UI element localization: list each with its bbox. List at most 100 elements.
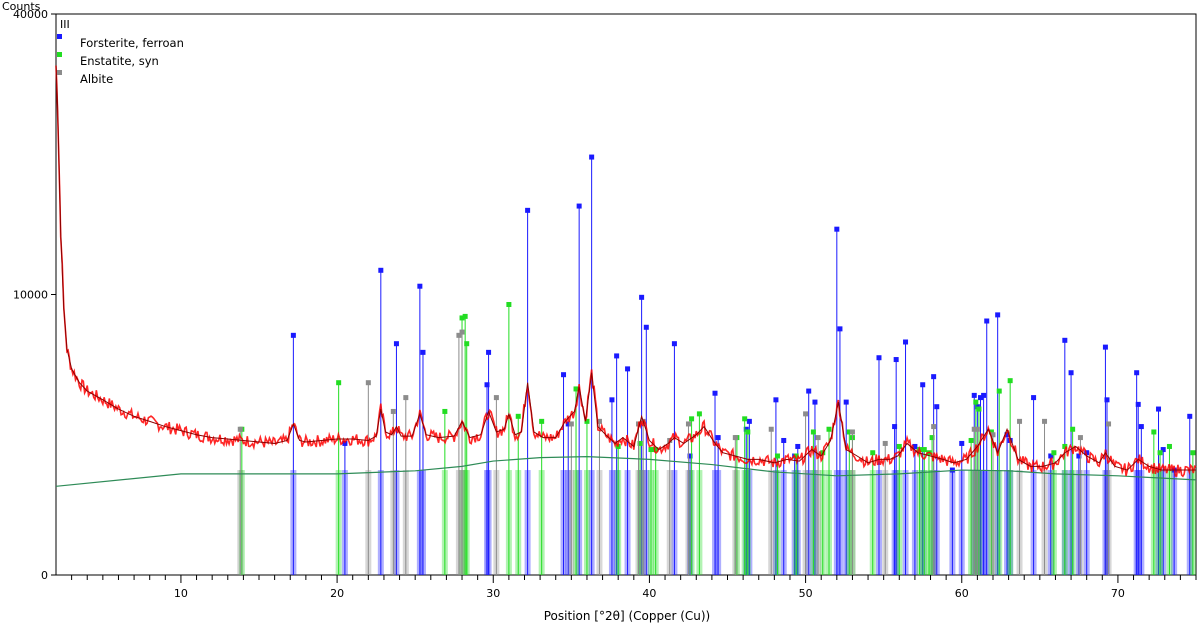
reference-marker — [1156, 406, 1162, 412]
reference-base-bar — [1135, 470, 1142, 575]
background-line — [55, 456, 1197, 487]
reference-marker — [912, 443, 918, 449]
reference-marker — [774, 453, 780, 459]
reference-base-bar — [746, 470, 753, 575]
reference-marker — [696, 411, 702, 417]
reference-marker — [781, 437, 787, 443]
reference-base-bar — [1016, 470, 1023, 575]
reference-marker — [1004, 432, 1010, 438]
reference-base-bar — [972, 470, 979, 575]
reference-marker — [393, 341, 399, 347]
reference-marker — [826, 426, 832, 432]
reference-base-bar — [1030, 470, 1037, 575]
reference-marker — [974, 426, 980, 432]
reference-marker — [561, 372, 567, 378]
reference-marker — [746, 418, 752, 424]
reference-marker — [846, 429, 852, 435]
y-tick-label: 0 — [41, 569, 48, 582]
legend-label: Forsterite, ferroan — [80, 36, 184, 50]
reference-series-0 — [290, 154, 1193, 575]
reference-marker — [743, 426, 749, 432]
reference-base-bar — [925, 470, 932, 575]
reference-base-bar — [493, 470, 500, 575]
reference-marker — [882, 440, 888, 446]
legend: III Forsterite, ferroan Enstatite, syn Albi… — [57, 18, 184, 86]
reference-base-bar — [919, 470, 926, 575]
reference-base-bar — [833, 470, 840, 575]
reference-base-bar — [688, 470, 695, 575]
reference-marker — [1077, 435, 1083, 441]
reference-base-bar — [341, 470, 348, 575]
reference-marker — [981, 392, 987, 398]
reference-marker — [745, 429, 751, 435]
reference-marker — [525, 207, 531, 213]
reference-marker — [1190, 450, 1196, 456]
reference-base-bar — [576, 470, 583, 575]
reference-marker — [637, 440, 643, 446]
reference-base-bar — [930, 470, 937, 575]
reference-base-bar — [1160, 470, 1167, 575]
reference-marker — [625, 366, 631, 372]
reference-marker — [931, 424, 937, 430]
reference-base-bar — [1077, 470, 1084, 575]
reference-marker — [403, 395, 409, 401]
reference-marker — [1166, 443, 1172, 449]
reference-base-bar — [583, 470, 590, 575]
reference-base-bar — [741, 470, 748, 575]
reference-base-bar — [849, 470, 856, 575]
reference-base-bar — [815, 470, 822, 575]
reference-base-bar — [335, 470, 342, 575]
reference-base-bar — [988, 470, 995, 575]
reference-base-bar — [968, 470, 975, 575]
reference-marker — [596, 418, 602, 424]
reference-base-bar — [696, 470, 703, 575]
reference-base-bar — [902, 470, 909, 575]
reference-marker — [903, 339, 909, 345]
reference-base-bar — [643, 470, 650, 575]
reference-marker — [1070, 426, 1076, 432]
y-axis-label: Counts — [2, 0, 41, 13]
reference-marker — [968, 437, 974, 443]
reference-marker — [876, 355, 882, 361]
reference-marker — [1138, 424, 1144, 430]
reference-base-bar — [826, 470, 833, 575]
reference-base-bar — [515, 470, 522, 575]
reference-marker — [464, 341, 470, 347]
reference-base-bar — [977, 470, 984, 575]
reference-marker — [484, 382, 490, 388]
reference-base-bar — [1075, 470, 1082, 575]
reference-series-2 — [237, 329, 1112, 575]
reference-marker — [459, 315, 465, 321]
reference-marker — [1051, 450, 1057, 456]
reference-base-bar — [975, 470, 982, 575]
reference-series-1 — [238, 301, 1196, 575]
reference-base-bar — [772, 470, 779, 575]
legend-marker-text: III — [60, 18, 70, 31]
reference-marker — [1187, 413, 1193, 419]
reference-base-bar — [1155, 470, 1162, 575]
reference-marker — [1042, 418, 1048, 424]
reference-marker — [290, 332, 296, 338]
reference-marker — [515, 413, 521, 419]
reference-base-bar — [402, 470, 409, 575]
reference-base-bar — [1150, 470, 1157, 575]
reference-marker — [589, 154, 595, 160]
reference-marker — [653, 447, 659, 453]
x-tick-label: 30 — [486, 587, 500, 600]
reference-marker — [584, 418, 590, 424]
reference-base-bar — [1068, 470, 1075, 575]
reference-base-bar — [994, 470, 1001, 575]
reference-marker — [365, 380, 371, 386]
reference-base-bar — [974, 470, 981, 575]
reference-marker — [1160, 447, 1166, 453]
reference-marker — [462, 313, 468, 319]
reference-marker — [959, 440, 965, 446]
reference-base-bar — [615, 470, 622, 575]
reference-marker — [837, 326, 843, 332]
reference-marker — [990, 432, 996, 438]
reference-marker — [896, 443, 902, 449]
reference-base-bar — [596, 470, 603, 575]
reference-base-bar — [846, 470, 853, 575]
reference-base-bar — [980, 470, 987, 575]
